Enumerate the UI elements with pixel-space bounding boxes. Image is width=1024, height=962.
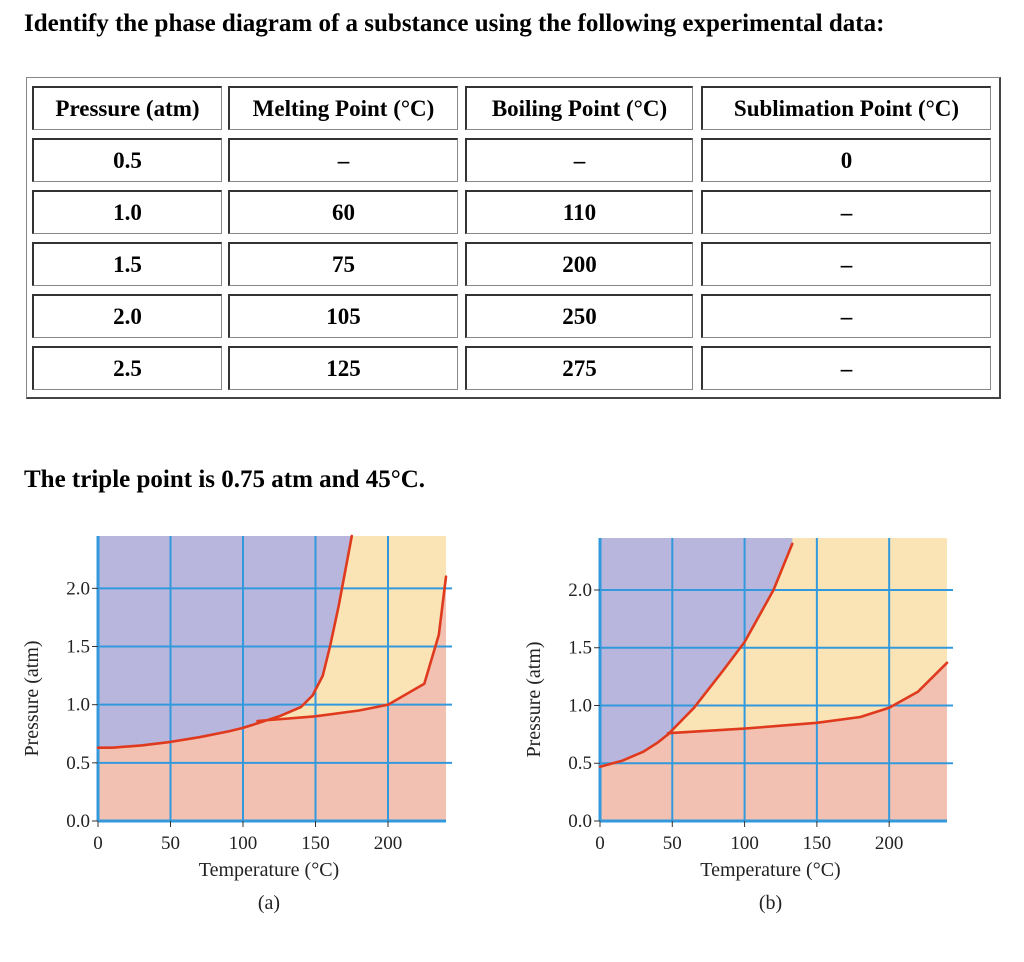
gas-region — [600, 662, 947, 821]
y-tick-label: 2.0 — [66, 578, 90, 599]
y-tick-label: 2.0 — [568, 580, 592, 601]
chart-caption: (a) — [258, 892, 280, 914]
x-tick-label: 0 — [93, 833, 103, 854]
phase-diagram-b: 0 50 100 150 200 0.0 0.5 1.0 1.5 2.0 Temperature (… — [523, 538, 953, 914]
fusion-curve — [256, 534, 354, 725]
y-tick-label: 1.5 — [66, 637, 90, 658]
triple-point-text: The triple point is 0.75 atm and 45°C. — [24, 466, 426, 493]
cell-pressure: 2.5 — [32, 346, 222, 390]
x-axis-label: Temperature (°C) — [199, 859, 339, 881]
x-tick-label: 200 — [875, 833, 904, 854]
x-tick-label: 50 — [663, 833, 682, 854]
chart-caption: (b) — [759, 892, 782, 914]
cell-sublimation-point: – — [701, 346, 991, 390]
y-tick-label: 1.5 — [568, 638, 592, 659]
cell-melting-point: – — [228, 138, 458, 182]
cell-sublimation-point: – — [701, 294, 991, 338]
cell-sublimation-point: – — [701, 242, 991, 286]
phase-diagram-a: 0 50 100 150 200 0.0 0.5 1.0 1.5 2.0 Temperature (… — [21, 534, 452, 914]
y-tick-label: 0.5 — [568, 753, 592, 774]
cell-pressure: 1.5 — [32, 242, 222, 286]
fusion-curve — [666, 542, 794, 736]
cell-melting-point: 125 — [228, 346, 458, 390]
cell-boiling-point: 110 — [465, 190, 693, 234]
x-tick-label: 0 — [595, 833, 605, 854]
y-tick-label: 0.0 — [66, 811, 90, 832]
y-axis-label: Pressure (atm) — [523, 641, 545, 757]
y-tick-label: 0.0 — [568, 811, 592, 832]
header-pressure: Pressure (atm) — [32, 86, 222, 130]
sublimation-curve — [598, 733, 670, 768]
x-axis-label: Temperature (°C) — [700, 859, 840, 881]
y-tick-label: 1.0 — [568, 695, 592, 716]
y-tick-label: 0.5 — [66, 753, 90, 774]
x-tick-label: 150 — [803, 833, 832, 854]
sublimation-curve — [96, 722, 259, 749]
header-boiling-point: Boiling Point (°C) — [465, 86, 693, 130]
cell-melting-point: 105 — [228, 294, 458, 338]
cell-boiling-point: – — [465, 138, 693, 182]
x-tick-label: 200 — [374, 833, 403, 854]
cell-pressure: 1.0 — [32, 190, 222, 234]
cell-sublimation-point: – — [701, 190, 991, 234]
cell-sublimation-point: 0 — [701, 138, 991, 182]
cell-boiling-point: 250 — [465, 294, 693, 338]
x-tick-label: 100 — [730, 833, 759, 854]
cell-boiling-point: 275 — [465, 346, 693, 390]
x-tick-label: 50 — [161, 833, 180, 854]
data-table: Pressure (atm) Melting Point (°C) Boiling … — [26, 77, 1001, 399]
y-tick-label: 1.0 — [66, 695, 90, 716]
gas-region — [98, 576, 446, 821]
cell-pressure: 0.5 — [32, 138, 222, 182]
vaporization-curve — [256, 575, 448, 723]
header-melting-point: Melting Point (°C) — [228, 86, 458, 130]
header-sublimation-point: Sublimation Point (°C) — [701, 86, 991, 130]
cell-pressure: 2.0 — [32, 294, 222, 338]
vaporization-curve — [666, 661, 949, 735]
cell-boiling-point: 200 — [465, 242, 693, 286]
x-tick-label: 150 — [301, 833, 330, 854]
question-heading: Identify the phase diagram of a substanc… — [24, 10, 885, 37]
cell-melting-point: 60 — [228, 190, 458, 234]
cell-melting-point: 75 — [228, 242, 458, 286]
y-axis-label: Pressure (atm) — [21, 640, 43, 756]
x-tick-label: 100 — [229, 833, 258, 854]
